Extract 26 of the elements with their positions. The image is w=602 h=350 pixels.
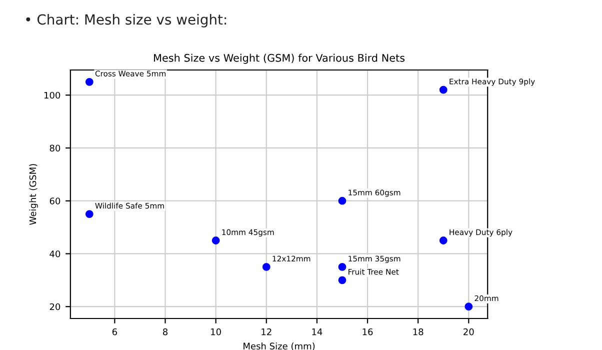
point xyxy=(439,236,448,244)
y-tick-label: 20 xyxy=(50,303,60,310)
y-tick-label: 40 xyxy=(50,250,60,258)
y-tick-label: 60 xyxy=(50,198,60,204)
point xyxy=(338,276,346,284)
x-tick-label: 6 xyxy=(112,328,117,336)
x-tick-label: 20 xyxy=(464,328,474,336)
x-tick-label: 8 xyxy=(162,328,168,336)
text: • Chart: Mesh size vs weight: xyxy=(26,14,226,28)
point xyxy=(338,263,346,271)
point xyxy=(464,302,473,311)
x-tick-label: 10 xyxy=(211,328,221,336)
point xyxy=(439,86,448,94)
y-tick-label: 80 xyxy=(50,144,60,152)
y-axis-title: Weight (GSM) xyxy=(29,164,38,225)
point xyxy=(85,78,94,86)
point xyxy=(85,210,94,218)
x-tick-label: 14 xyxy=(312,328,322,336)
point xyxy=(212,236,220,244)
point xyxy=(338,196,346,205)
x-tick-label: 12 xyxy=(262,328,272,336)
x-tick-label: 16 xyxy=(362,328,373,336)
chart-title: Mesh Size vs Weight (GSM) for Various Bird Nets xyxy=(154,54,405,64)
y-tick-label: 100 xyxy=(44,92,60,99)
point xyxy=(262,263,270,271)
x-tick-label: 18 xyxy=(413,328,424,336)
